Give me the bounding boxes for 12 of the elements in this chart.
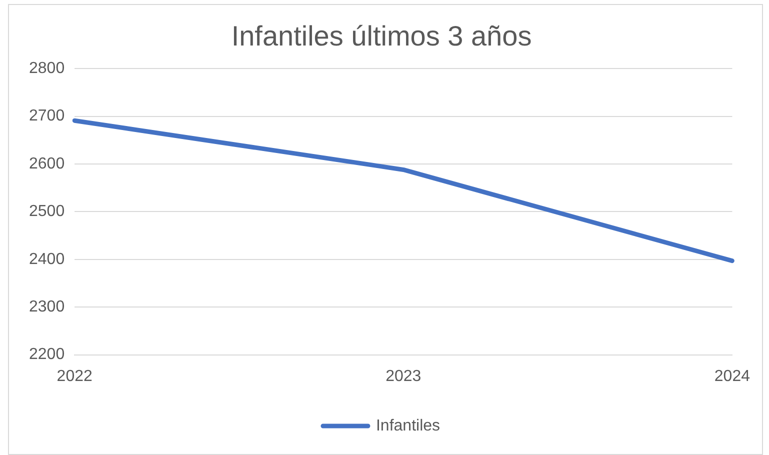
y-tick-label: 2500 <box>29 203 65 220</box>
x-tick-label: 2023 <box>386 368 422 385</box>
x-tick-label: 2024 <box>714 368 750 385</box>
x-tick-label: 2022 <box>56 368 92 385</box>
y-tick-label: 2800 <box>29 60 65 78</box>
chart-title: Infantiles últimos 3 años <box>231 20 532 52</box>
y-tick-label: 2700 <box>29 108 65 125</box>
y-tick-label: 2600 <box>29 155 65 172</box>
y-tick-label: 2200 <box>29 346 65 364</box>
y-tick-label: 2400 <box>29 250 65 268</box>
y-tick-label: 2300 <box>29 298 65 316</box>
legend-label: Infantiles <box>376 417 440 434</box>
